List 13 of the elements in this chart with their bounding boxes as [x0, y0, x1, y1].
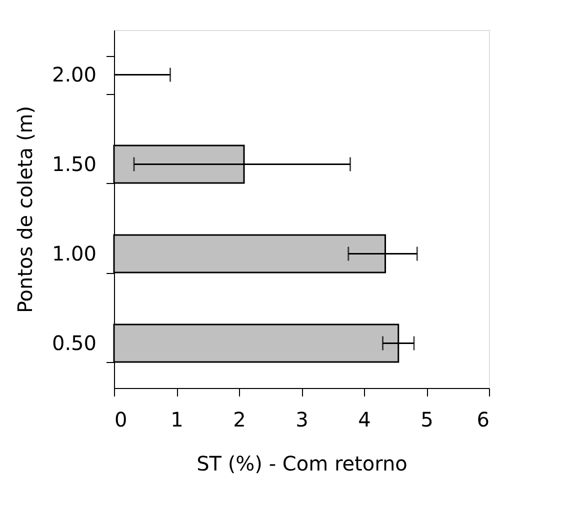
y-tick-label: 1.50	[52, 152, 96, 176]
y-tick-label: 2.00	[52, 62, 96, 86]
x-tick-label: 4	[358, 408, 371, 432]
x-tick-label: 2	[233, 408, 246, 432]
x-tick-label: 3	[296, 408, 308, 432]
x-tick-label: 6	[476, 408, 490, 432]
x-tick-label: 1	[170, 408, 184, 432]
y-axis-title: Pontos de coleta (m)	[12, 106, 37, 314]
x-tick-label: 0	[114, 408, 128, 432]
y-tick-label: 0.50	[52, 330, 96, 355]
x-axis-title: ST (%) - Com retorno	[196, 452, 408, 476]
y-tick-label: 1.00	[52, 241, 96, 266]
x-tick-label: 5	[420, 408, 434, 432]
